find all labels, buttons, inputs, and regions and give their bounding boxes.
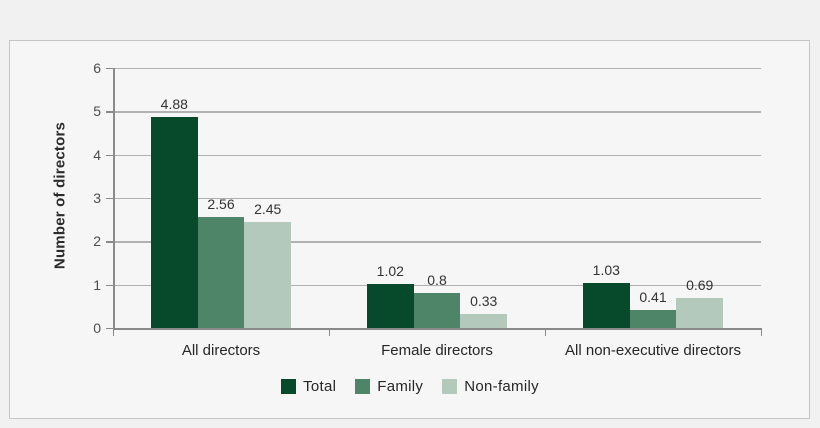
legend-item-family: Family bbox=[355, 378, 423, 395]
bar-total-1 bbox=[150, 116, 198, 328]
y-tick-label-6: 6 bbox=[93, 60, 101, 76]
y-axis-title: Number of directors bbox=[51, 121, 69, 270]
bar-non-family-2 bbox=[460, 313, 508, 328]
bar-value-label: 2.45 bbox=[254, 200, 282, 217]
y-axis-line bbox=[113, 68, 115, 328]
chart-panel: 0 1 2 3 4 5 6 4.88 2.56 2.45 All directors 1.02 0.8 0… bbox=[9, 40, 810, 419]
category-label-3: All non-executive directors bbox=[565, 342, 741, 359]
bar-value-label: 4.88 bbox=[160, 95, 188, 112]
bar-value-label: 0.33 bbox=[470, 292, 498, 309]
bar-total-3 bbox=[582, 283, 630, 328]
y-tick-mark-6 bbox=[106, 68, 113, 70]
bar-non-family-1 bbox=[244, 221, 292, 328]
legend-swatch-icon bbox=[355, 379, 371, 394]
legend-item-non-family: Non-family bbox=[442, 378, 539, 395]
legend-label: Family bbox=[377, 378, 424, 395]
y-tick-mark-3 bbox=[106, 198, 113, 200]
x-tick-mark-1 bbox=[329, 328, 331, 336]
legend-swatch-icon bbox=[281, 379, 297, 394]
y-tick-label-3: 3 bbox=[93, 190, 101, 206]
bar-value-label: 1.02 bbox=[376, 262, 404, 279]
bar-non-family-3 bbox=[676, 298, 724, 328]
bar-value-label: 0.69 bbox=[686, 277, 714, 294]
x-tick-mark-2 bbox=[545, 328, 547, 336]
bar-family-1 bbox=[197, 217, 245, 328]
y-tick-mark-4 bbox=[106, 154, 113, 157]
bar-value-label: 0.41 bbox=[639, 289, 667, 306]
y-tick-label-0: 0 bbox=[93, 320, 101, 336]
y-tick-label-5: 5 bbox=[93, 103, 101, 120]
gridline-y5 bbox=[113, 111, 761, 113]
gridline-y4 bbox=[113, 154, 761, 157]
legend-swatch-icon bbox=[442, 379, 458, 394]
x-tick-mark-3 bbox=[761, 328, 763, 336]
gridline-y2 bbox=[113, 241, 761, 243]
bar-family-2 bbox=[413, 293, 461, 328]
y-tick-mark-2 bbox=[106, 241, 113, 243]
legend-label: Non-family bbox=[464, 378, 539, 395]
bar-family-3 bbox=[629, 310, 677, 328]
category-label-2: Female directors bbox=[381, 342, 493, 359]
y-tick-label-2: 2 bbox=[93, 233, 101, 250]
chart-legend: Total Family Non-family bbox=[0, 378, 820, 395]
bar-value-label: 1.03 bbox=[592, 262, 620, 279]
y-tick-mark-1 bbox=[106, 284, 113, 287]
y-tick-mark-5 bbox=[106, 111, 113, 113]
x-tick-mark-0 bbox=[113, 328, 115, 336]
bar-value-label: 2.56 bbox=[207, 196, 235, 213]
x-axis-line bbox=[113, 328, 762, 330]
bar-value-label: 0.8 bbox=[427, 272, 447, 289]
y-tick-label-1: 1 bbox=[93, 276, 101, 293]
y-tick-mark-0 bbox=[106, 328, 113, 330]
y-tick-label-4: 4 bbox=[93, 146, 101, 163]
gridline-y3 bbox=[113, 198, 761, 200]
legend-item-total: Total bbox=[281, 378, 336, 395]
category-label-1: All directors bbox=[181, 342, 261, 359]
gridline-y1 bbox=[113, 284, 761, 287]
bar-total-2 bbox=[366, 283, 414, 328]
legend-label: Total bbox=[303, 378, 337, 395]
gridline-y6 bbox=[113, 68, 761, 70]
